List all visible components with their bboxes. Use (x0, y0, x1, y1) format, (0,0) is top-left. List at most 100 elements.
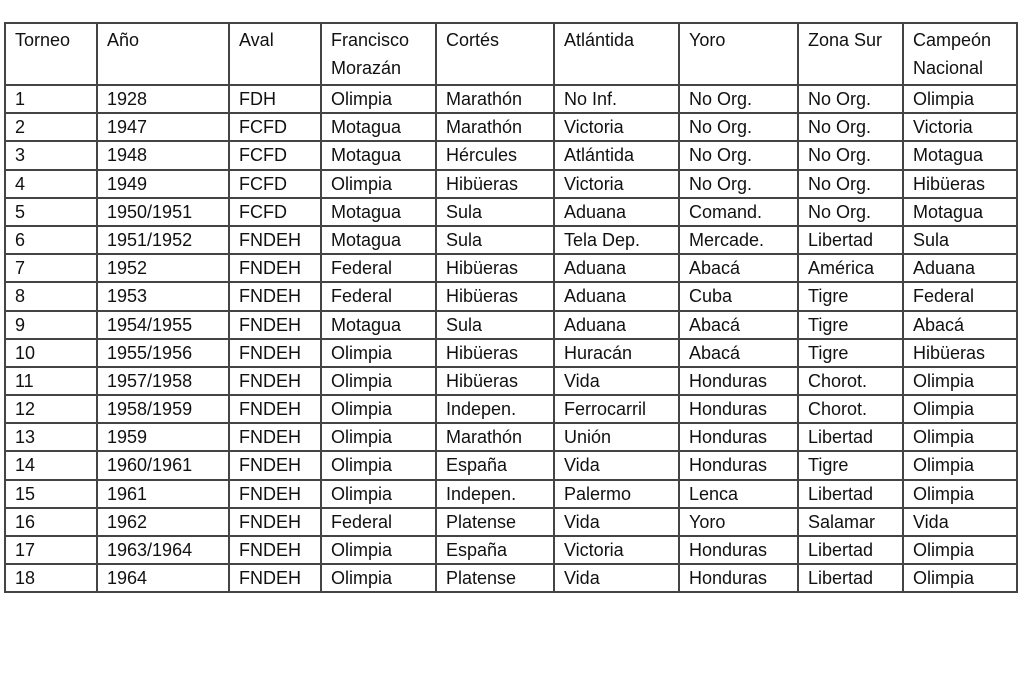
table-cell: 3 (4, 140, 98, 171)
table-cell: Federal (320, 281, 437, 312)
table-cell: Honduras (678, 534, 799, 566)
table-cell: No Org. (678, 83, 799, 115)
table-cell: Libertad (797, 534, 904, 566)
table-cell: Tigre (797, 337, 904, 368)
table-cell: Vida (553, 365, 680, 397)
table-cell: Olimpia (902, 563, 1018, 594)
table-row: 12 1958/1959 FNDEH Olimpia Indepen. Ferrocarr… (4, 394, 1018, 425)
table-cell: Yoro (678, 506, 799, 538)
table-cell: 1928 (96, 83, 230, 115)
table-cell: No Org. (797, 196, 904, 227)
table-cell: FNDEH (228, 365, 322, 397)
table-cell: 1948 (96, 140, 230, 171)
table-cell: 11 (4, 365, 98, 397)
table-cell: Hibüeras (435, 365, 555, 397)
table-row: 18 1964 FNDEH Olimpia Platense Vida Honduras Li… (4, 563, 1018, 594)
table-cell: Honduras (678, 563, 799, 594)
table-cell: 1953 (96, 281, 230, 312)
table-cell: FCFD (228, 112, 322, 143)
table-cell: 1949 (96, 168, 230, 199)
column-header: Francisco Morazán (320, 22, 437, 86)
table-cell: Hibüeras (435, 168, 555, 199)
table-row: 10 1955/1956 FNDEH Olimpia Hibüeras Huracán Ab… (4, 337, 1018, 368)
table-cell: 1960/1961 (96, 450, 230, 481)
table-cell: 1 (4, 83, 98, 115)
table-cell: Olimpia (902, 422, 1018, 453)
table-cell: Aduana (553, 309, 680, 340)
column-header: Aval (228, 22, 322, 86)
table-cell: Olimpia (902, 534, 1018, 566)
table-cell: FCFD (228, 168, 322, 199)
table-cell: 7 (4, 253, 98, 284)
table-cell: FNDEH (228, 506, 322, 538)
table-cell: FNDEH (228, 281, 322, 312)
table-cell: Olimpia (902, 83, 1018, 115)
table-cell: FCFD (228, 140, 322, 171)
table-cell: Olimpia (320, 83, 437, 115)
table-cell: Palermo (553, 478, 680, 509)
column-header: Torneo (4, 22, 98, 86)
table-cell: 6 (4, 224, 98, 256)
table-cell: FNDEH (228, 224, 322, 256)
table-cell: Motagua (902, 140, 1018, 171)
table-cell: Victoria (553, 168, 680, 199)
table-cell: FNDEH (228, 563, 322, 594)
table-cell: Honduras (678, 365, 799, 397)
table-cell: Aduana (553, 196, 680, 227)
table-cell: Libertad (797, 224, 904, 256)
table-cell: Olimpia (320, 337, 437, 368)
table-cell: Motagua (902, 196, 1018, 227)
table-cell: FNDEH (228, 450, 322, 481)
table-cell: Abacá (678, 309, 799, 340)
table-cell: 13 (4, 422, 98, 453)
table-cell: Aduana (902, 253, 1018, 284)
table-cell: FNDEH (228, 337, 322, 368)
table-cell: Unión (553, 422, 680, 453)
table-cell: 10 (4, 337, 98, 368)
table-cell: Hibüeras (435, 337, 555, 368)
table-row: 15 1961 FNDEH Olimpia Indepen. Palermo Lenca Li… (4, 478, 1018, 509)
table-cell: Olimpia (320, 563, 437, 594)
table-cell: Sula (435, 224, 555, 256)
table-cell: Indepen. (435, 394, 555, 425)
table-cell: 16 (4, 506, 98, 538)
table-cell: FNDEH (228, 478, 322, 509)
table-cell: Libertad (797, 422, 904, 453)
column-header: Cortés (435, 22, 555, 86)
table-cell: 1957/1958 (96, 365, 230, 397)
table-cell: Marathón (435, 83, 555, 115)
table-cell: Lenca (678, 478, 799, 509)
table-cell: Olimpia (902, 478, 1018, 509)
table-cell: 1958/1959 (96, 394, 230, 425)
table-cell: Ferrocarril (553, 394, 680, 425)
table-cell: 15 (4, 478, 98, 509)
table-row: 13 1959 FNDEH Olimpia Marathón Unión Honduras L… (4, 422, 1018, 453)
table-cell: Olimpia (320, 168, 437, 199)
table-cell: Tela Dep. (553, 224, 680, 256)
table-cell: América (797, 253, 904, 284)
table-cell: Olimpia (320, 478, 437, 509)
table-row: 1 1928 FDH Olimpia Marathón No Inf. No Org. No … (4, 83, 1018, 115)
column-header: Atlántida (553, 22, 680, 86)
table-cell: Abacá (902, 309, 1018, 340)
table-cell: 1952 (96, 253, 230, 284)
table-row: 11 1957/1958 FNDEH Olimpia Hibüeras Vida Hondu… (4, 365, 1018, 397)
table-cell: FNDEH (228, 253, 322, 284)
table-cell: 17 (4, 534, 98, 566)
table-row: 5 1950/1951 FCFD Motagua Sula Aduana Comand. No… (4, 196, 1018, 227)
table-cell: Marathón (435, 112, 555, 143)
column-header: Yoro (678, 22, 799, 86)
table-cell: Victoria (902, 112, 1018, 143)
table-cell: Salamar (797, 506, 904, 538)
table-cell: 18 (4, 563, 98, 594)
table-cell: 9 (4, 309, 98, 340)
table-cell: Mercade. (678, 224, 799, 256)
table-cell: FNDEH (228, 394, 322, 425)
table-cell: 4 (4, 168, 98, 199)
table-cell: Hibüeras (435, 253, 555, 284)
table-cell: España (435, 450, 555, 481)
table-cell: Hércules (435, 140, 555, 171)
table-cell: Chorot. (797, 365, 904, 397)
table-cell: Hibüeras (435, 281, 555, 312)
header-row: Torneo Año Aval Francisco Morazán Cortés Atlá… (4, 22, 1018, 86)
